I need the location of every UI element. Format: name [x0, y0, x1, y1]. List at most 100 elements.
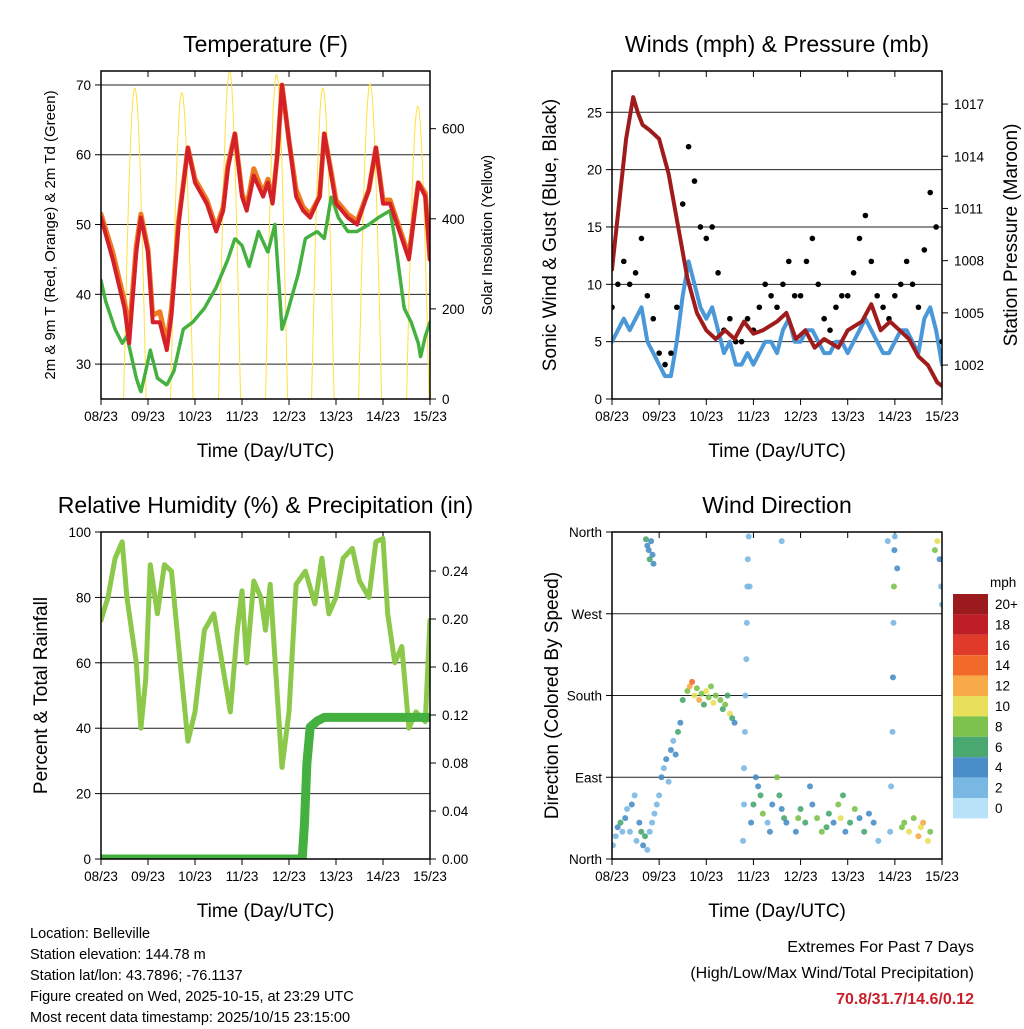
- direction-point: [642, 536, 649, 543]
- direction-point: [814, 815, 821, 822]
- direction-point: [696, 697, 703, 704]
- direction-point: [920, 819, 927, 826]
- y-tick-label: 100: [68, 525, 91, 540]
- direction-point: [797, 806, 804, 813]
- gust-point: [880, 304, 886, 311]
- direction-point: [743, 619, 750, 626]
- chart-title: Relative Humidity (%) & Precipitation (i…: [58, 492, 473, 518]
- direction-point: [619, 828, 626, 835]
- direction-point: [638, 828, 645, 835]
- direction-point: [719, 706, 726, 713]
- direction-point: [927, 828, 934, 835]
- y-tick-label: North: [569, 852, 602, 867]
- y-tick-label: 15: [587, 220, 602, 235]
- direction-point: [691, 692, 698, 699]
- direction-point: [686, 683, 693, 690]
- colorbar-label: 10: [995, 699, 1010, 714]
- y-tick-label: 10: [587, 277, 602, 292]
- gust-point: [874, 292, 880, 299]
- x-tick-label: 14/23: [366, 869, 400, 884]
- y2-tick-label: 1005: [954, 306, 984, 321]
- direction-point: [656, 792, 663, 799]
- direction-point: [875, 837, 882, 844]
- direction-point: [889, 728, 896, 735]
- direction-point: [861, 828, 868, 835]
- y-tick-label: North: [569, 525, 602, 540]
- dewpoint-line: [101, 194, 430, 394]
- x-tick-label: 11/23: [226, 869, 259, 884]
- direction-point: [710, 699, 717, 706]
- colorbar-label: 16: [995, 638, 1010, 653]
- colorbar-label: 8: [995, 719, 1003, 734]
- direction-point: [684, 687, 691, 694]
- y2-tick-label: 1017: [954, 97, 984, 112]
- direction-point: [724, 692, 731, 699]
- colorbar-label: 2: [995, 781, 1003, 796]
- direction-point: [776, 792, 783, 799]
- y-tick-label: 40: [76, 287, 91, 302]
- x-tick-label: 12/23: [272, 409, 306, 424]
- solar-insolation-line: [170, 92, 194, 399]
- gust-point: [715, 270, 721, 276]
- colorbar-title: mph: [990, 575, 1016, 590]
- colorbar-swatch: [953, 736, 988, 758]
- plot-border: [611, 70, 943, 400]
- direction-point: [703, 687, 710, 694]
- y-tick-label: West: [571, 607, 602, 622]
- solar-insolation-line: [265, 74, 289, 399]
- elevation-text: Station elevation: 144.78 m: [30, 947, 206, 963]
- direction-point: [744, 556, 751, 563]
- direction-point: [888, 783, 895, 790]
- direction-point: [631, 792, 638, 799]
- gust-point: [833, 304, 839, 311]
- y-tick-label: South: [567, 689, 602, 704]
- gust-point: [662, 361, 668, 368]
- y2-axis-label: Solar Insolation (Yellow): [479, 155, 496, 315]
- gust-point: [768, 292, 774, 299]
- x-tick-label: 14/23: [366, 409, 400, 424]
- y-tick-label: 50: [76, 218, 91, 233]
- y-tick-label: East: [575, 770, 602, 785]
- direction-point: [818, 828, 825, 835]
- y2-tick-label: 0.20: [442, 612, 468, 627]
- colorbar-label: 12: [995, 679, 1010, 694]
- direction-point: [766, 828, 773, 835]
- direction-point: [750, 801, 757, 808]
- y-tick-label: 25: [587, 105, 602, 120]
- direction-point: [769, 801, 776, 808]
- direction-point: [807, 783, 813, 790]
- y-tick-label: 20: [76, 787, 91, 802]
- direction-point: [698, 690, 705, 697]
- direction-point: [742, 692, 749, 699]
- chart-panel-0: 30 40 50 60 70 0 200 400 600 08/23 09/23 10/23 11/23…: [42, 31, 496, 462]
- direction-point: [748, 819, 755, 826]
- timestamp-text: Most recent data timestamp: 2025/10/15 2…: [30, 1010, 351, 1026]
- direction-point: [679, 697, 686, 704]
- gust-point: [615, 281, 621, 288]
- direction-point: [740, 837, 747, 844]
- direction-point: [712, 692, 719, 699]
- y2-axis-label: Station Pressure (Maroon): [1001, 124, 1022, 347]
- plot-area-3: [612, 533, 942, 853]
- direction-point: [729, 715, 736, 722]
- colorbar-swatch: [953, 634, 988, 656]
- direction-point: [809, 801, 816, 808]
- direction-point: [743, 656, 750, 663]
- y-tick-label: 40: [76, 721, 91, 736]
- x-tick-label: 08/23: [84, 869, 118, 884]
- chart-panel-1: 0 5 10 15 20 25 1002 1005 1008 1011 1014 1017 08/23 0…: [540, 31, 1022, 462]
- direction-point: [667, 747, 674, 753]
- gust-point: [674, 304, 680, 311]
- y2-tick-label: 1011: [954, 201, 983, 216]
- x-tick-label: 11/23: [737, 409, 770, 424]
- colorbar-swatch: [953, 594, 988, 615]
- pressure-line: [612, 95, 942, 388]
- temp-2m-line: [101, 83, 430, 353]
- direction-point: [746, 583, 753, 590]
- direction-point: [726, 710, 733, 717]
- gust-point: [803, 258, 810, 265]
- plot-area-0: [101, 71, 430, 399]
- direction-point: [646, 828, 653, 835]
- gust-point: [650, 315, 657, 322]
- direction-point: [764, 819, 771, 826]
